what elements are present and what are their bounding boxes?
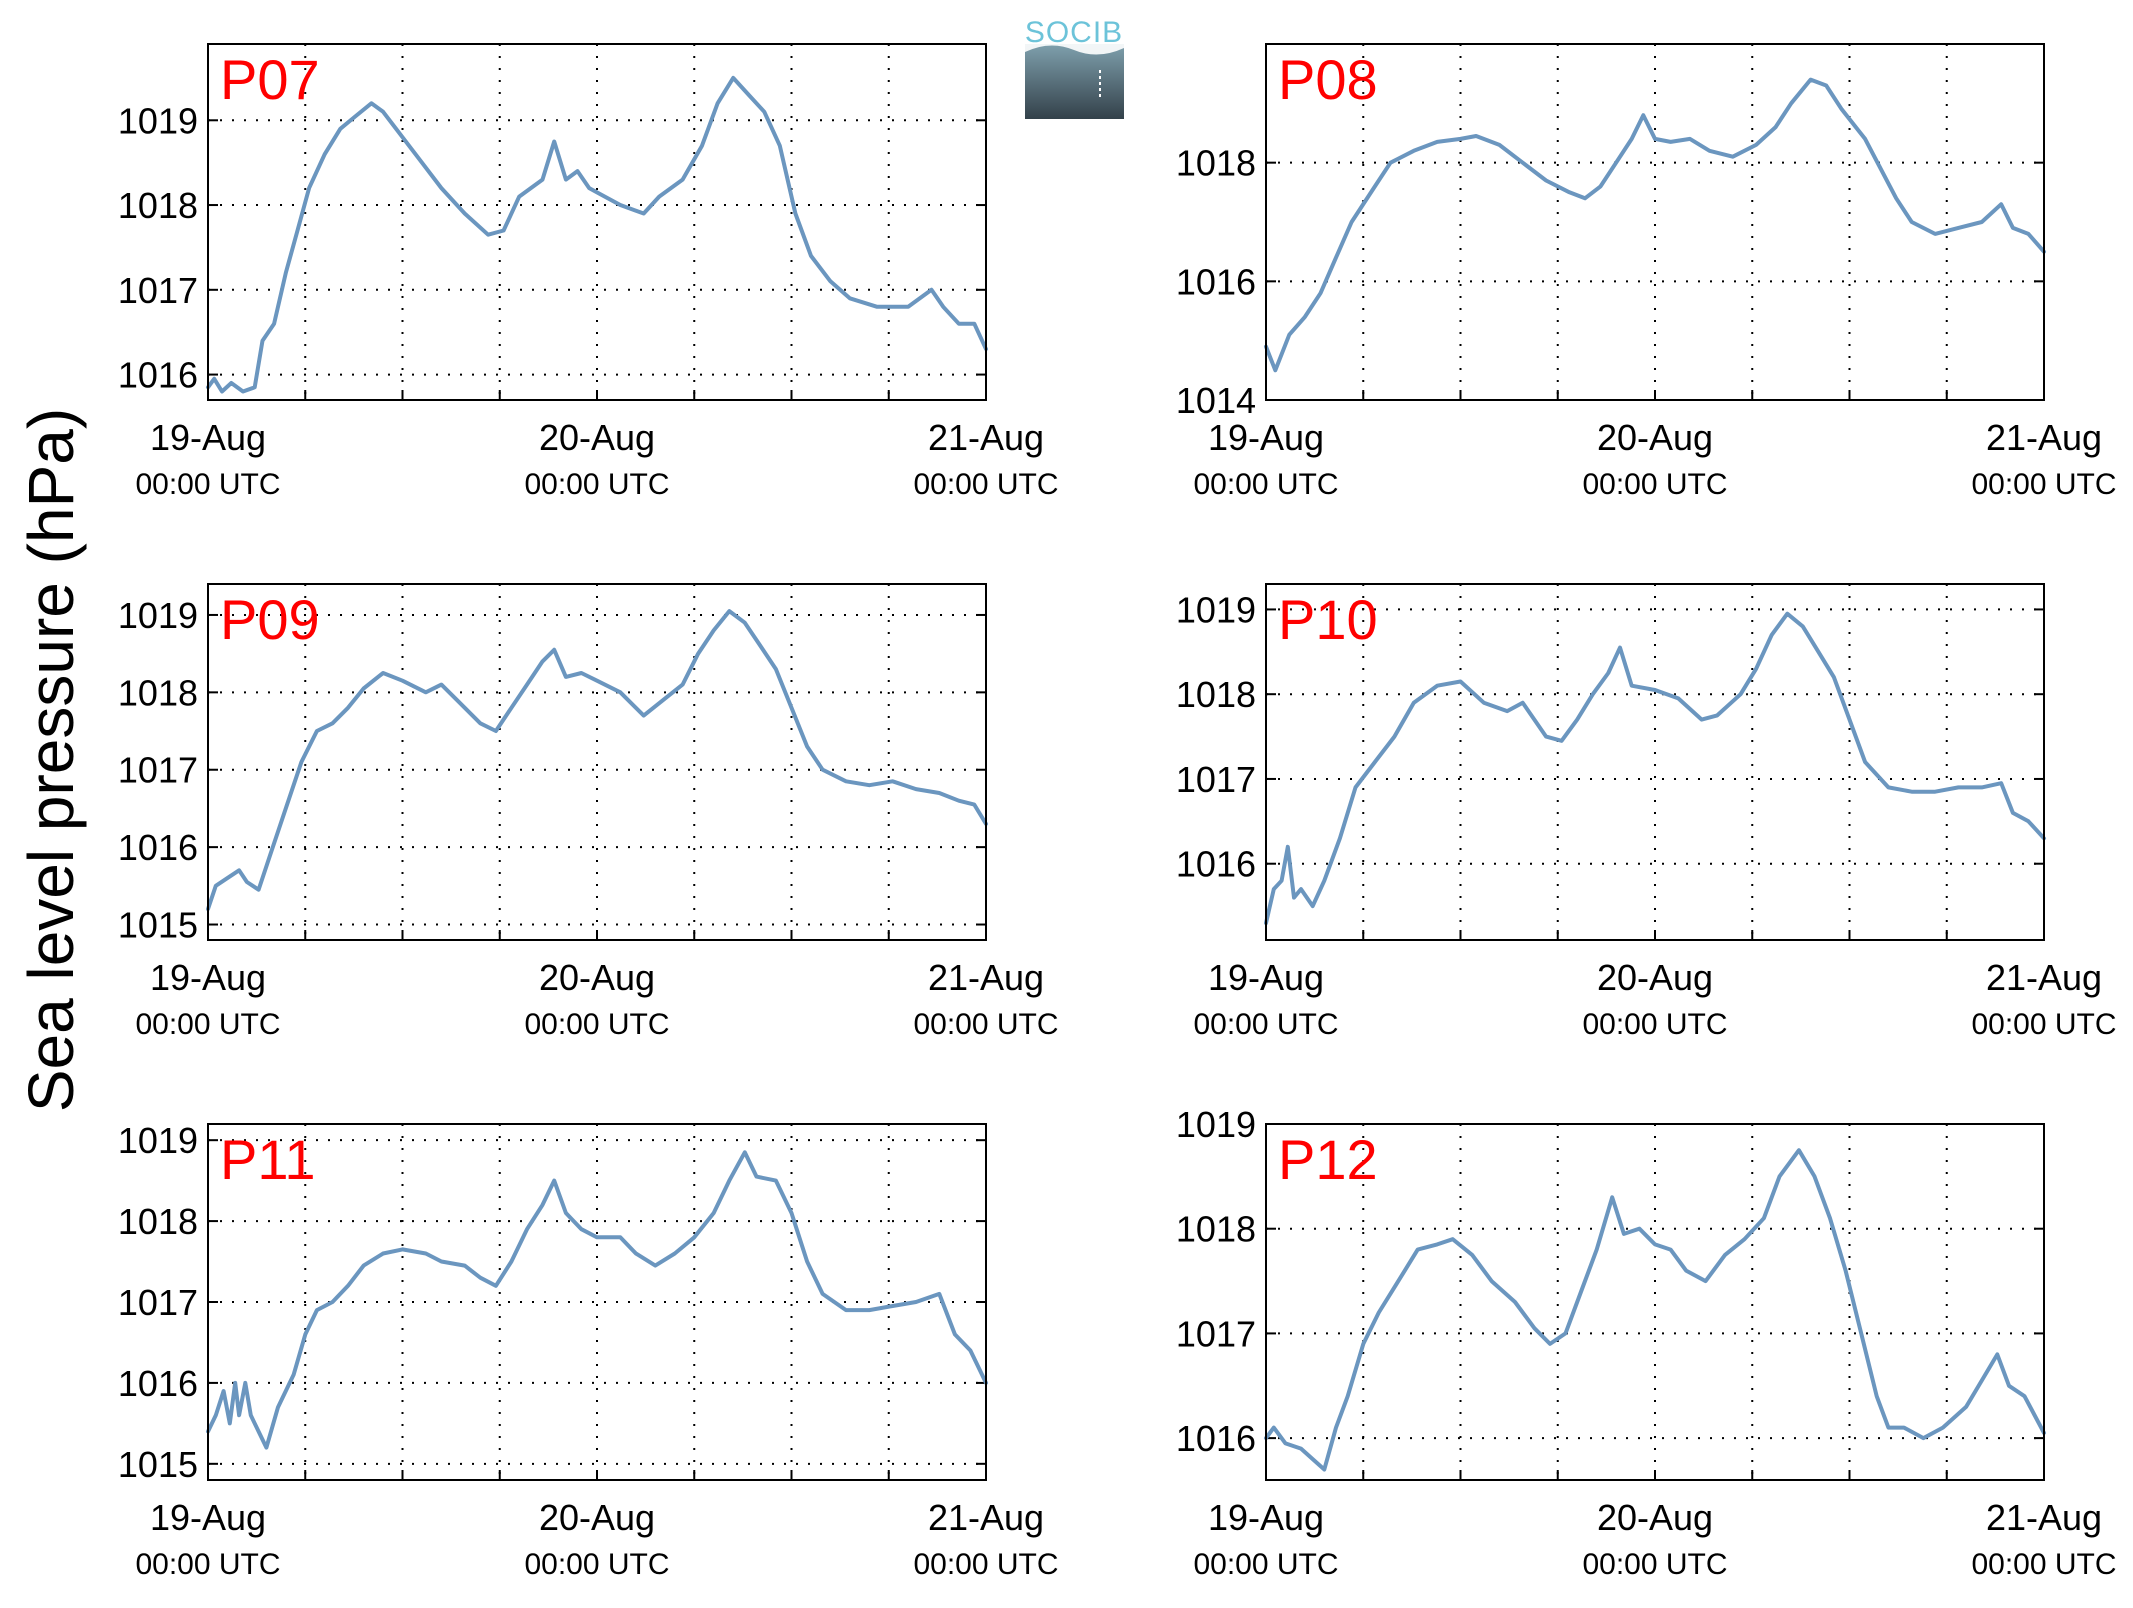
x-tick-sublabel: 00:00 UTC: [1971, 1008, 2116, 1041]
plot-frame: [1265, 1123, 2045, 1481]
y-tick-label: 1018: [118, 1201, 198, 1242]
pressure-series-line: [206, 75, 988, 394]
station-label: P12: [1278, 1128, 1378, 1191]
plot-frame: [1265, 583, 2045, 941]
x-tick-sublabel: 00:00 UTC: [135, 1008, 280, 1041]
station-label: P07: [220, 48, 320, 111]
pressure-series-line: [1264, 611, 2046, 925]
x-tick-sublabel: 00:00 UTC: [1193, 468, 1338, 501]
x-tick-label: 21-Aug: [928, 1497, 1044, 1538]
pressure-series-line: [1264, 1148, 2046, 1472]
y-tick-label: 1018: [118, 185, 198, 226]
x-tick-label: 20-Aug: [539, 957, 655, 998]
x-tick-sublabel: 00:00 UTC: [1582, 468, 1727, 501]
x-tick-sublabel: 00:00 UTC: [1193, 1548, 1338, 1581]
y-tick-label: 1018: [1176, 1209, 1256, 1250]
x-tick-label: 19-Aug: [1208, 957, 1324, 998]
x-tick-label: 20-Aug: [1597, 417, 1713, 458]
x-tick-label: 20-Aug: [539, 417, 655, 458]
x-tick-sublabel: 00:00 UTC: [524, 1548, 669, 1581]
pressure-series-line: [1264, 77, 2046, 373]
y-tick-label: 1016: [1176, 261, 1256, 302]
y-tick-label: 1018: [1176, 674, 1256, 715]
station-label: P08: [1278, 48, 1378, 111]
x-tick-sublabel: 00:00 UTC: [135, 468, 280, 501]
x-tick-sublabel: 00:00 UTC: [913, 1008, 1058, 1041]
panel-p12: 1016 1017 1018 1019 19-Aug 00:00 UTC 20-Aug 00:…: [1176, 1104, 2117, 1581]
pressure-series-line: [206, 1150, 988, 1450]
x-tick-label: 19-Aug: [1208, 417, 1324, 458]
y-tick-label: 1019: [118, 595, 198, 636]
x-tick-sublabel: 00:00 UTC: [524, 468, 669, 501]
x-tick-label: 19-Aug: [1208, 1497, 1324, 1538]
x-tick-label: 21-Aug: [1986, 957, 2102, 998]
x-tick-sublabel: 00:00 UTC: [524, 1008, 669, 1041]
x-tick-label: 21-Aug: [928, 957, 1044, 998]
x-tick-sublabel: 00:00 UTC: [1193, 1008, 1338, 1041]
panel-p10: 1016 1017 1018 1019 19-Aug 00:00 UTC 20-Aug 00:…: [1176, 583, 2117, 1041]
x-tick-sublabel: 00:00 UTC: [913, 468, 1058, 501]
x-tick-sublabel: 00:00 UTC: [135, 1548, 280, 1581]
x-tick-label: 20-Aug: [539, 1497, 655, 1538]
x-tick-label: 20-Aug: [1597, 957, 1713, 998]
x-tick-label: 19-Aug: [150, 1497, 266, 1538]
y-tick-label: 1017: [1176, 1313, 1256, 1354]
pressure-series-line: [206, 609, 988, 911]
x-tick-sublabel: 00:00 UTC: [1971, 1548, 2116, 1581]
y-tick-label: 1019: [1176, 589, 1256, 630]
panel-p09: 1015 1016 1017 1018 1019 19-Aug 00:00 UTC 20-Au…: [118, 583, 1059, 1041]
y-tick-label: 1016: [118, 1363, 198, 1404]
x-tick-sublabel: 00:00 UTC: [1582, 1008, 1727, 1041]
figure-ylabel: Sea level pressure (hPa): [15, 408, 87, 1112]
y-tick-label: 1016: [118, 355, 198, 396]
y-tick-label: 1019: [1176, 1104, 1256, 1145]
y-tick-label: 1015: [118, 905, 198, 946]
y-tick-label: 1018: [1176, 143, 1256, 184]
y-tick-label: 1016: [1176, 1418, 1256, 1459]
x-tick-label: 19-Aug: [150, 417, 266, 458]
station-label: P09: [220, 588, 320, 651]
y-tick-label: 1017: [118, 750, 198, 791]
station-label: P10: [1278, 588, 1378, 651]
panel-p11: 1015 1016 1017 1018 1019 19-Aug 00:00 UTC 20-Au…: [118, 1120, 1059, 1581]
y-tick-label: 1016: [1176, 844, 1256, 885]
plot-frame: [207, 43, 987, 401]
x-tick-sublabel: 00:00 UTC: [1582, 1548, 1727, 1581]
station-label: P11: [220, 1128, 315, 1191]
panel-p07: 1016 1017 1018 1019 19-Aug 00:00 UTC 20-Aug 00:…: [118, 43, 1059, 501]
x-tick-sublabel: 00:00 UTC: [1971, 468, 2116, 501]
y-tick-label: 1017: [1176, 759, 1256, 800]
y-tick-label: 1017: [118, 1282, 198, 1323]
y-tick-label: 1014: [1176, 380, 1256, 421]
plot-frame: [207, 1123, 987, 1481]
socib-logo: SOCIB: [1025, 16, 1124, 119]
x-tick-label: 21-Aug: [1986, 417, 2102, 458]
plot-frame: [1265, 43, 2045, 401]
y-tick-label: 1016: [118, 827, 198, 868]
y-tick-label: 1019: [118, 100, 198, 141]
x-tick-label: 21-Aug: [928, 417, 1044, 458]
x-tick-label: 20-Aug: [1597, 1497, 1713, 1538]
plot-frame: [207, 583, 987, 941]
panel-p08: 1014 1016 1018 19-Aug 00:00 UTC 20-Aug 00:00 U…: [1176, 43, 2117, 501]
x-tick-label: 21-Aug: [1986, 1497, 2102, 1538]
logo-text: SOCIB: [1025, 16, 1123, 49]
panels: 1016 1017 1018 1019 19-Aug 00:00 UTC 20-Aug 00:…: [118, 43, 2117, 1581]
y-tick-label: 1018: [118, 672, 198, 713]
y-tick-label: 1015: [118, 1444, 198, 1485]
y-tick-label: 1019: [118, 1120, 198, 1161]
y-tick-label: 1017: [118, 270, 198, 311]
x-tick-label: 19-Aug: [150, 957, 266, 998]
x-tick-sublabel: 00:00 UTC: [913, 1548, 1058, 1581]
